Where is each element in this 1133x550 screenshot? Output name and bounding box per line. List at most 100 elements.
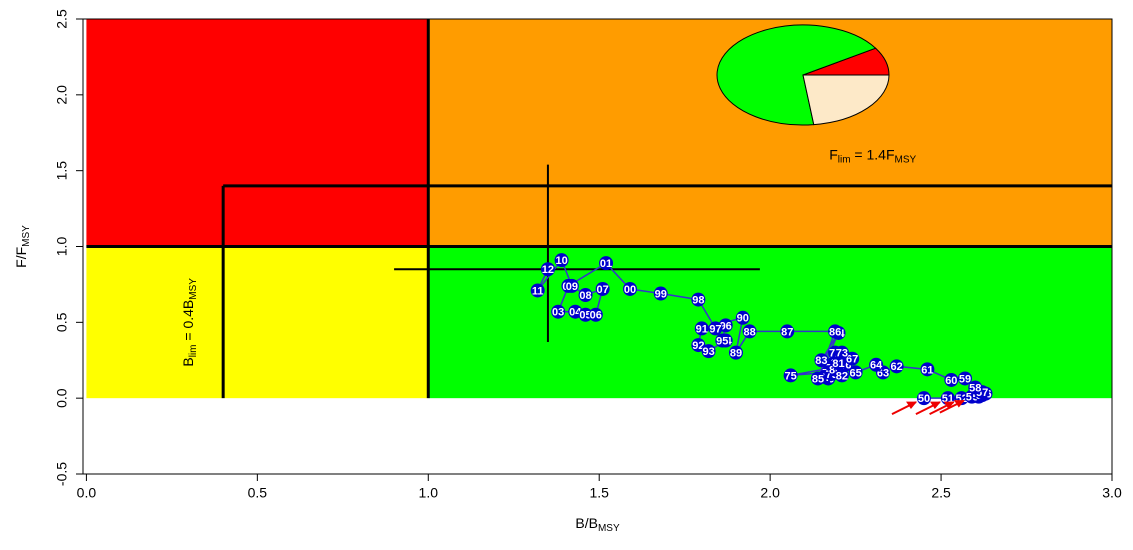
point — [780, 324, 795, 339]
point — [588, 307, 603, 322]
point — [811, 371, 825, 386]
point-label: 60 — [945, 375, 957, 387]
point-label: 98 — [692, 294, 704, 306]
x-axis-label: B/BMSY — [575, 515, 620, 534]
point-label: 07 — [597, 284, 609, 296]
y-tick-label: 0.0 — [54, 388, 70, 408]
point-label: 75 — [785, 370, 797, 382]
point — [742, 324, 757, 339]
text-part: F — [829, 146, 838, 162]
point-label: 03 — [552, 307, 564, 319]
point-label: 08 — [579, 290, 591, 302]
point-label: 89 — [730, 348, 742, 360]
annotation: Flim = 1.4FMSY — [829, 146, 916, 165]
y-axis-label: F/FMSY — [13, 225, 32, 268]
point-label: 01 — [600, 258, 612, 270]
point-label: 11 — [532, 285, 544, 297]
point-label: 10 — [555, 255, 567, 267]
point-label: 06 — [590, 310, 602, 322]
pie-slice — [716, 24, 877, 126]
point — [783, 368, 798, 383]
point-label: 00 — [624, 284, 636, 296]
text-part: F/F — [13, 247, 29, 268]
point-label: 96 — [720, 320, 732, 332]
x-tick-label: 1.5 — [589, 485, 609, 501]
point — [708, 321, 723, 336]
point — [845, 351, 860, 366]
arrow-head — [929, 401, 941, 410]
point — [828, 324, 843, 339]
subscript: MSY — [598, 523, 620, 534]
point — [540, 262, 555, 277]
point — [848, 365, 863, 380]
subscript: lim — [188, 344, 199, 357]
point-label: 93 — [702, 346, 714, 358]
point — [920, 362, 935, 377]
point-label: 64 — [870, 360, 883, 372]
point-label: 97 — [709, 323, 721, 335]
point — [831, 356, 846, 371]
y-tick-label: 2.0 — [54, 85, 70, 105]
zone — [86, 19, 429, 247]
y-tick-label: -0.5 — [54, 462, 70, 486]
point-label: 90 — [737, 313, 749, 325]
y-tick-label: 1.5 — [54, 161, 70, 181]
point-label: 05 — [579, 310, 591, 322]
point-label: 83 — [815, 355, 827, 367]
text-part: B/B — [575, 515, 598, 531]
point-label: 82 — [836, 370, 848, 382]
x-tick-label: 1.0 — [419, 485, 439, 501]
pie-slice — [802, 74, 890, 126]
point-label: 59 — [959, 373, 971, 385]
point-label: 85 — [812, 373, 824, 385]
point-label: 91 — [696, 323, 708, 335]
arrow-head — [943, 401, 955, 410]
text-part: = 0.4B — [180, 300, 196, 345]
point — [889, 359, 904, 374]
point — [551, 304, 566, 319]
point — [916, 391, 931, 406]
point-label: 95 — [716, 335, 728, 347]
point-label: 92 — [692, 340, 704, 352]
point — [735, 310, 750, 325]
point-label: 88 — [744, 326, 756, 338]
point — [578, 288, 593, 303]
x-tick-label: 2.0 — [760, 485, 780, 501]
point — [958, 371, 972, 386]
point-label: 81 — [832, 358, 844, 370]
point — [595, 281, 610, 296]
arrow-head — [906, 401, 918, 410]
point-label: 50 — [918, 393, 930, 405]
point — [869, 357, 884, 372]
y-tick-label: 1.0 — [54, 237, 70, 257]
point — [834, 345, 849, 360]
point-label: 09 — [566, 281, 578, 293]
point-label: 99 — [655, 288, 667, 300]
point — [834, 368, 849, 383]
point-label: 86 — [829, 326, 841, 338]
y-tick-label: 2.5 — [54, 9, 70, 29]
point-label: 65 — [849, 367, 861, 379]
point — [530, 283, 545, 298]
subscript: lim — [838, 154, 851, 165]
point — [814, 353, 829, 368]
point — [622, 281, 637, 296]
zone — [86, 246, 429, 399]
arrow-head — [953, 400, 965, 408]
x-tick-label: 0.0 — [77, 485, 97, 501]
point — [944, 372, 959, 387]
point — [653, 286, 668, 301]
annotation: Blim = 0.4BMSY — [180, 278, 199, 367]
point-label: 12 — [542, 264, 554, 276]
point-label: 58 — [969, 382, 981, 394]
point — [599, 256, 614, 271]
point — [694, 321, 709, 336]
point — [564, 278, 579, 293]
point — [578, 307, 593, 322]
text-part: B — [180, 357, 196, 366]
point — [554, 253, 569, 268]
subscript: MSY — [188, 278, 199, 300]
point-label: 61 — [921, 364, 933, 376]
